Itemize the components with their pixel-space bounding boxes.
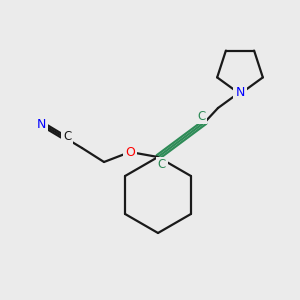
Text: N: N <box>235 85 245 98</box>
Text: N: N <box>36 118 46 130</box>
Text: C: C <box>158 158 166 172</box>
Text: O: O <box>125 146 135 158</box>
Text: C: C <box>197 110 205 122</box>
Text: C: C <box>63 130 71 143</box>
